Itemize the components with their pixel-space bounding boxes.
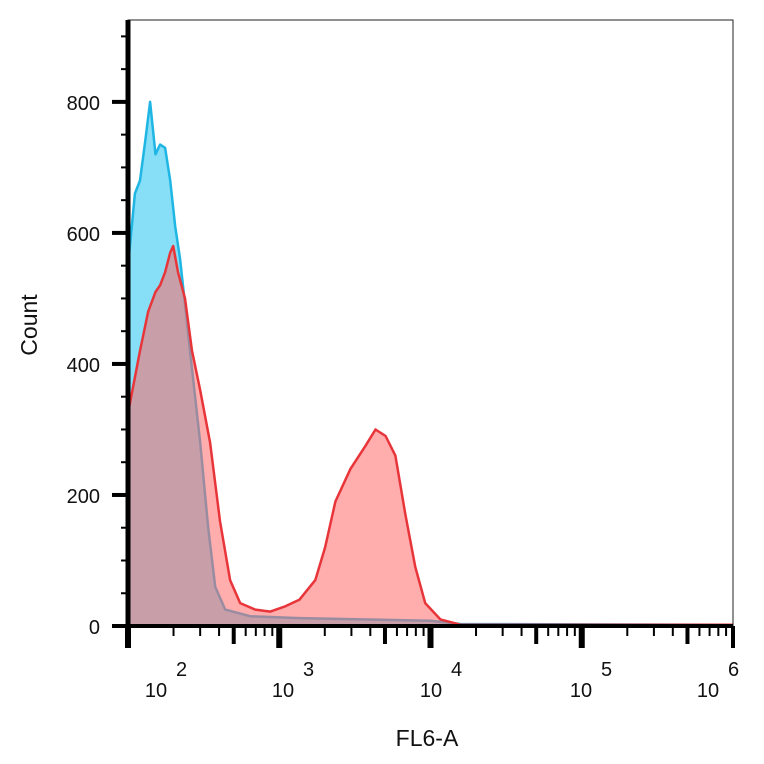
- x-tick-base: 10: [697, 680, 719, 702]
- x-tick-base: 10: [272, 680, 294, 702]
- x-tick-label: 10 4: [420, 659, 462, 702]
- axes-layer: 0 200 400 600 800 10 2 10 3 10 4 10 5 10 6: [67, 20, 739, 702]
- y-tick-label: 0: [89, 617, 100, 639]
- y-tick-label: 800: [67, 93, 100, 115]
- x-tick-exponent: 3: [303, 659, 314, 681]
- x-tick-label: 10 6: [697, 659, 739, 702]
- series-2-line: [127, 244, 733, 626]
- x-tick-base: 10: [145, 680, 167, 702]
- y-tick-label: 200: [67, 486, 100, 508]
- x-axis-label: FL6-A: [396, 725, 459, 751]
- y-tick-label: 600: [67, 224, 100, 246]
- x-tick-exponent: 5: [601, 659, 612, 681]
- series-layer: [127, 100, 734, 626]
- x-tick-base: 10: [570, 680, 592, 702]
- x-tick-label: 10 3: [272, 659, 314, 702]
- x-tick-label: 10 5: [570, 659, 612, 702]
- x-tick-exponent: 6: [728, 659, 739, 681]
- x-tick-label: 10 2: [145, 659, 187, 702]
- x-tick-exponent: 4: [451, 659, 462, 681]
- series-2-fill: [128, 246, 733, 626]
- x-tick-exponent: 2: [176, 659, 187, 681]
- y-axis-label: Count: [16, 294, 42, 356]
- x-tick-base: 10: [420, 680, 442, 702]
- y-tick-label: 400: [67, 355, 100, 377]
